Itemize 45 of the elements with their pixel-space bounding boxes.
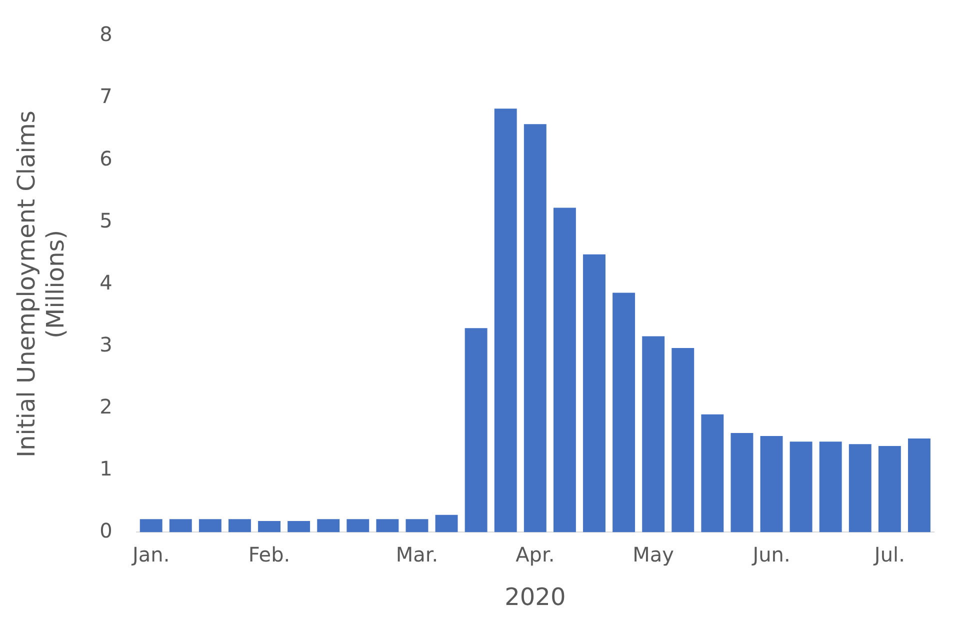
x-tick-label: Jan. [130,542,170,566]
bar [376,519,399,532]
y-tick-label: 1 [100,456,112,480]
bar [730,432,754,532]
x-tick-label: May [632,542,674,566]
bar [553,208,576,532]
y-axis-title: Initial Unemployment Claims (Millions) [12,110,70,458]
bar [346,519,370,532]
bar [672,348,694,532]
bar [760,436,783,532]
bar [464,328,488,532]
bar [288,521,310,532]
bar [169,519,192,532]
bar [819,442,842,532]
x-tick-label: Jul. [872,542,905,566]
bar [583,254,606,532]
x-tick-label: Mar. [396,542,438,566]
bar [524,124,546,532]
bar [258,521,280,532]
bar [317,519,340,532]
bar [878,446,901,532]
x-tick-label: Apr. [516,542,555,566]
y-tick-label: 7 [100,84,112,108]
bar [406,519,428,532]
bar [701,414,724,532]
bar [228,519,251,532]
bar [790,442,812,532]
y-tick-label: 6 [100,146,112,170]
y-tick-label: 8 [100,22,112,46]
y-tick-label: 2 [100,394,112,418]
bar [494,108,517,532]
bar [642,336,665,532]
bar [198,519,222,532]
x-axis-title: 2020 [504,582,566,611]
y-tick-label: 0 [100,518,112,542]
y-tick-label: 3 [100,332,112,356]
bar [908,438,930,532]
bar [140,519,162,532]
y-tick-label: 4 [100,270,112,294]
bar [435,514,458,532]
bar [848,444,872,532]
y-tick-label: 5 [100,208,112,232]
x-tick-label: Jun. [750,542,790,566]
bar [612,292,636,532]
x-tick-label: Feb. [248,542,290,566]
